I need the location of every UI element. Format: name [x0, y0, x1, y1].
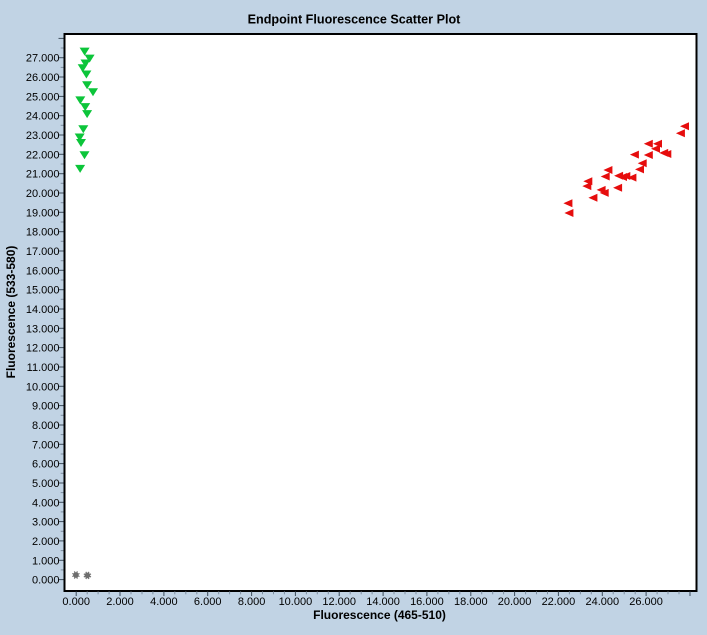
svg-text:10.000: 10.000: [26, 381, 60, 393]
svg-text:22.000: 22.000: [542, 596, 576, 608]
svg-text:20.000: 20.000: [498, 596, 532, 608]
svg-text:16.000: 16.000: [410, 596, 444, 608]
svg-text:Endpoint Fluorescence Scatter: Endpoint Fluorescence Scatter Plot: [248, 13, 462, 27]
svg-text:8.000: 8.000: [238, 596, 266, 608]
svg-text:27.000: 27.000: [26, 53, 60, 65]
svg-text:14.000: 14.000: [26, 304, 60, 316]
svg-text:0.000: 0.000: [62, 596, 90, 608]
svg-text:24.000: 24.000: [585, 596, 619, 608]
svg-text:18.000: 18.000: [26, 227, 60, 239]
svg-text:12.000: 12.000: [26, 343, 60, 355]
svg-text:22.000: 22.000: [26, 149, 60, 161]
svg-text:1.000: 1.000: [32, 555, 60, 567]
svg-text:7.000: 7.000: [32, 439, 60, 451]
svg-text:14.000: 14.000: [366, 596, 400, 608]
svg-text:9.000: 9.000: [32, 401, 60, 413]
svg-text:19.000: 19.000: [26, 207, 60, 219]
svg-text:Fluorescence (533-580): Fluorescence (533-580): [4, 246, 18, 379]
svg-text:0.000: 0.000: [32, 575, 60, 587]
svg-text:16.000: 16.000: [26, 265, 60, 277]
svg-text:2.000: 2.000: [106, 596, 134, 608]
svg-text:5.000: 5.000: [32, 478, 60, 490]
svg-text:18.000: 18.000: [454, 596, 488, 608]
svg-text:21.000: 21.000: [26, 169, 60, 181]
svg-text:3.000: 3.000: [32, 517, 60, 529]
svg-text:Fluorescence (465-510): Fluorescence (465-510): [313, 608, 446, 622]
svg-text:26.000: 26.000: [26, 72, 60, 84]
svg-text:10.000: 10.000: [279, 596, 313, 608]
svg-text:4.000: 4.000: [32, 497, 60, 509]
svg-text:20.000: 20.000: [26, 188, 60, 200]
svg-text:4.000: 4.000: [150, 596, 178, 608]
svg-text:6.000: 6.000: [194, 596, 222, 608]
svg-text:17.000: 17.000: [26, 246, 60, 258]
svg-text:11.000: 11.000: [27, 362, 60, 374]
svg-text:26.000: 26.000: [629, 596, 663, 608]
svg-text:12.000: 12.000: [322, 596, 356, 608]
svg-text:15.000: 15.000: [26, 285, 60, 297]
svg-text:2.000: 2.000: [32, 536, 60, 548]
svg-text:13.000: 13.000: [26, 323, 60, 335]
svg-text:25.000: 25.000: [26, 91, 60, 103]
svg-text:24.000: 24.000: [26, 111, 60, 123]
svg-text:6.000: 6.000: [32, 459, 60, 471]
svg-text:8.000: 8.000: [32, 420, 60, 432]
svg-text:23.000: 23.000: [26, 130, 60, 142]
